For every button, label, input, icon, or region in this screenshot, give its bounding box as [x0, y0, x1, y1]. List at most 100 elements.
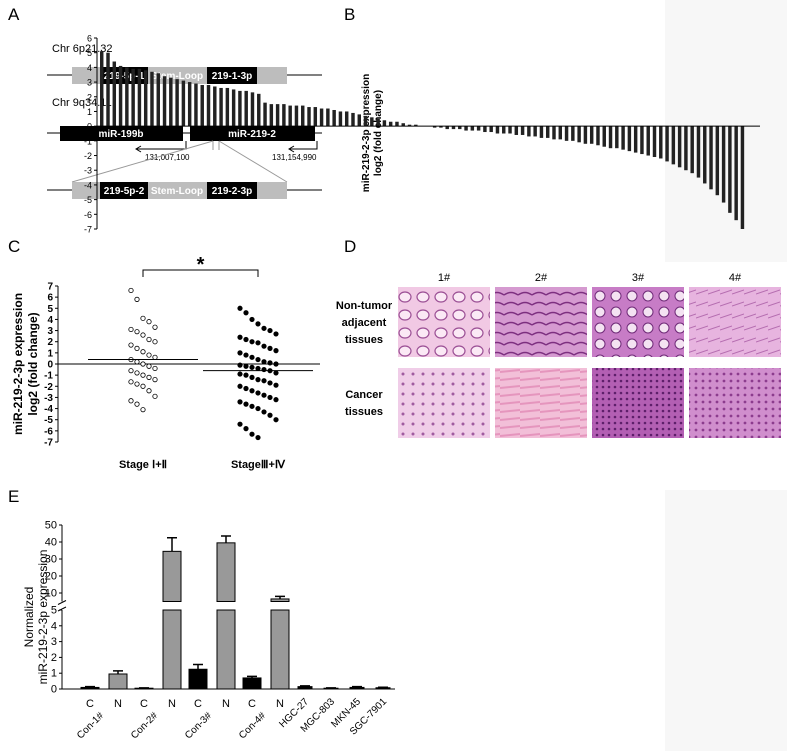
gene-label: miR-199b	[98, 129, 143, 140]
bar	[515, 126, 518, 135]
bar	[332, 110, 335, 126]
bar	[389, 122, 392, 126]
bar	[621, 126, 624, 150]
bar	[546, 126, 549, 138]
bar	[106, 53, 109, 126]
error-bar	[167, 538, 177, 552]
data-point	[250, 317, 254, 321]
bar	[734, 126, 737, 220]
y-tick-label: -6	[44, 426, 53, 437]
row-label: adjacent	[342, 317, 387, 329]
data-point	[256, 341, 260, 345]
data-point	[147, 337, 151, 341]
data-point	[141, 333, 145, 337]
bar	[144, 70, 147, 126]
data-point	[268, 361, 272, 365]
tissue-image	[592, 287, 684, 357]
panel-label: D	[344, 237, 356, 256]
bar	[163, 551, 181, 601]
x-tick-label: N	[114, 698, 122, 710]
bar	[609, 126, 612, 148]
part-label: 219-1-3p	[212, 71, 253, 82]
bar	[138, 69, 141, 126]
bar	[182, 81, 185, 127]
bar	[207, 85, 210, 126]
data-point	[244, 386, 248, 390]
bar	[150, 72, 153, 126]
bar	[163, 76, 166, 126]
bar	[508, 126, 511, 133]
bar	[358, 114, 361, 126]
data-point	[244, 337, 248, 341]
data-point	[129, 327, 133, 331]
bar	[201, 85, 204, 126]
bar	[326, 109, 329, 127]
bar	[350, 687, 364, 689]
data-point	[256, 406, 260, 410]
bar	[552, 126, 555, 139]
data-point	[256, 366, 260, 370]
bar	[521, 126, 524, 135]
bar	[502, 126, 505, 133]
bar	[270, 104, 273, 126]
y-tick-label: 3	[87, 78, 92, 88]
tissue-image	[398, 287, 490, 357]
bar	[728, 126, 731, 213]
data-point	[274, 371, 278, 375]
y-tick-label: 6	[47, 293, 53, 304]
data-point	[141, 350, 145, 354]
y-tick-label: 2	[51, 652, 57, 664]
bar	[276, 104, 279, 126]
y-axis-label: log2 (fold change)	[373, 90, 384, 176]
data-point	[129, 343, 133, 347]
bar	[288, 106, 291, 127]
data-point	[141, 362, 145, 366]
bar	[584, 126, 587, 144]
bar	[213, 86, 216, 126]
data-point	[147, 375, 151, 379]
bar	[471, 126, 474, 130]
data-point	[268, 346, 272, 350]
significance: *	[197, 254, 205, 276]
data-point	[268, 381, 272, 385]
bar	[320, 109, 323, 127]
data-point	[135, 360, 139, 364]
bar	[163, 610, 181, 689]
x-tick-label: C	[86, 698, 94, 710]
x-tick-label: StageⅢ+Ⅳ	[231, 459, 286, 471]
bar	[119, 66, 122, 126]
data-point	[268, 413, 272, 417]
y-tick-label: 4	[47, 315, 53, 326]
data-point	[141, 373, 145, 377]
bar	[175, 79, 178, 126]
bar	[565, 126, 568, 141]
bar	[217, 610, 235, 689]
data-point	[256, 391, 260, 395]
data-point	[135, 402, 139, 406]
y-axis-label: miR-219-2-3p expression	[36, 550, 50, 685]
bar	[527, 126, 530, 136]
y-tick-label: 6	[87, 34, 92, 44]
bar	[716, 126, 719, 195]
data-point	[244, 426, 248, 430]
bar	[109, 674, 127, 689]
y-tick-label: 4	[51, 620, 57, 632]
part-label: Stem-Loop	[151, 186, 203, 197]
data-point	[256, 377, 260, 381]
tissue-image	[398, 368, 490, 438]
y-tick-label: 0	[51, 684, 57, 696]
panel-label: E	[8, 487, 19, 506]
data-point	[250, 432, 254, 436]
x-tick-label: C	[248, 698, 256, 710]
bar	[351, 113, 354, 126]
y-tick-label: -1	[84, 136, 92, 146]
column-label: 3#	[632, 272, 645, 284]
bar	[125, 67, 128, 126]
data-point	[238, 384, 242, 388]
arrow	[136, 141, 186, 152]
y-tick-label: 0	[47, 360, 53, 371]
group-label: Con-1#	[75, 710, 106, 741]
data-point	[274, 362, 278, 366]
y-tick-label: 3	[47, 326, 53, 337]
data-point	[238, 335, 242, 339]
